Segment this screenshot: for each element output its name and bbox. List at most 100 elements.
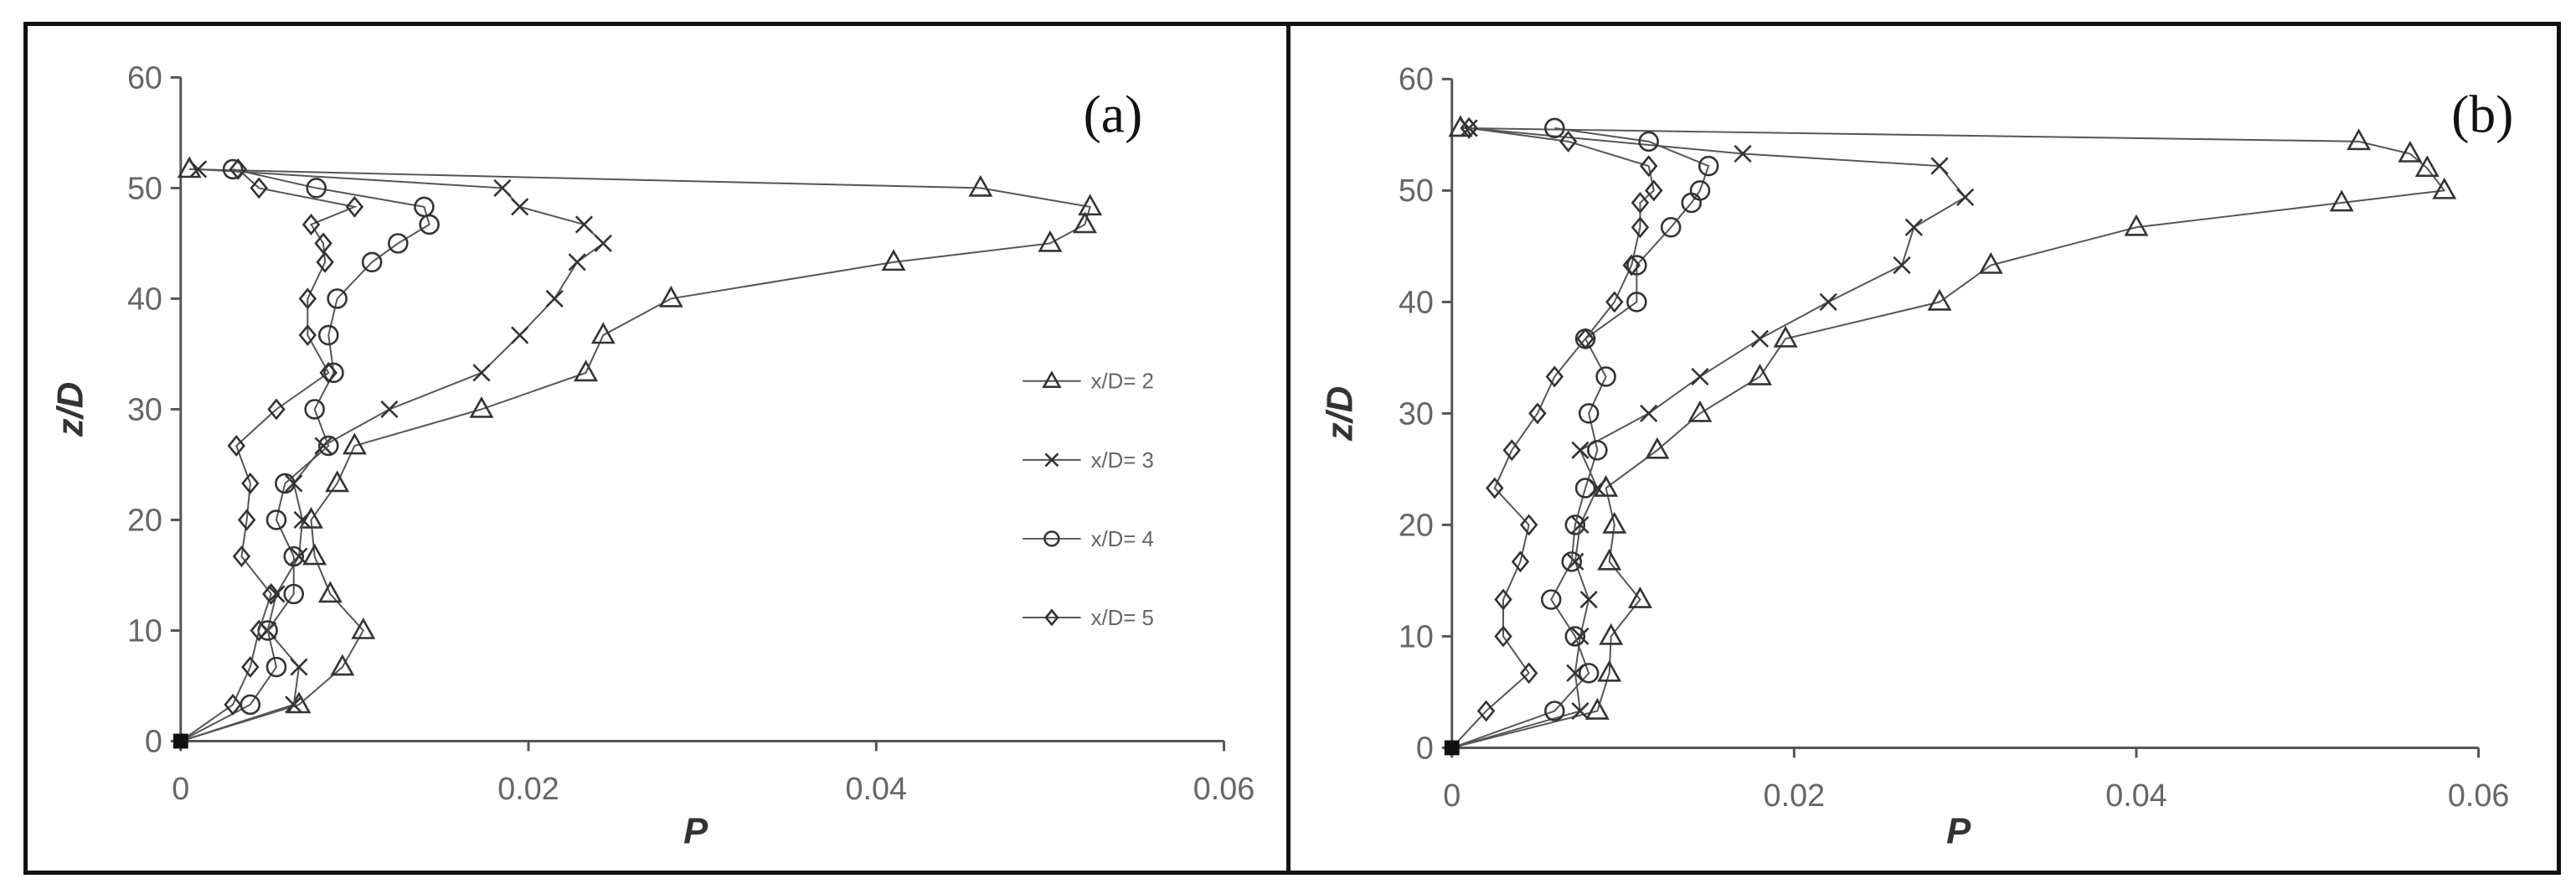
data-point — [224, 693, 242, 716]
series-line — [1451, 127, 1710, 749]
data-point — [1486, 477, 1504, 499]
data-point — [1511, 550, 1530, 573]
legend-item: x/D= 3 — [1023, 449, 1154, 473]
data-point — [1544, 700, 1565, 721]
data-point — [1638, 131, 1659, 152]
y-tick-label: 10 — [1399, 618, 1434, 654]
data-point — [1545, 365, 1564, 388]
data-point — [1476, 700, 1496, 722]
series-4 — [1450, 116, 1663, 749]
legend-item: x/D= 4 — [1023, 528, 1154, 551]
legend-marker — [1042, 370, 1062, 389]
data-point — [511, 198, 529, 216]
data-point — [1660, 217, 1682, 238]
data-point — [237, 509, 256, 531]
data-point — [1595, 366, 1616, 387]
data-point — [574, 359, 599, 382]
data-point — [304, 399, 325, 420]
data-point — [267, 585, 286, 603]
legend-marker — [1044, 452, 1059, 468]
data-point — [241, 472, 260, 494]
y-axis-title: z/D — [51, 382, 91, 437]
data-point — [1597, 659, 1622, 682]
data-point — [290, 658, 308, 676]
data-point — [306, 178, 327, 199]
data-point — [1748, 364, 1772, 385]
x-tick-label: 0.06 — [1193, 771, 1255, 806]
data-point — [1584, 698, 1610, 720]
legend-item: x/D= 5 — [1023, 607, 1154, 630]
data-point — [323, 362, 344, 384]
data-point — [265, 509, 287, 530]
legend-label: x/D= 5 — [1091, 607, 1154, 630]
data-point — [1502, 439, 1521, 462]
series-2 — [180, 160, 612, 742]
data-point — [318, 435, 339, 457]
data-point — [1691, 367, 1709, 386]
data-point — [227, 435, 245, 457]
data-point — [275, 473, 296, 494]
data-point — [881, 249, 906, 271]
data-point — [342, 432, 367, 455]
data-point — [1561, 551, 1583, 572]
data-point — [1602, 511, 1627, 534]
data-point — [1628, 587, 1652, 608]
y-tick-label: 20 — [127, 502, 162, 537]
y-tick-label: 40 — [127, 281, 162, 316]
data-point — [316, 251, 334, 273]
legend-item: x/D= 2 — [1023, 370, 1154, 394]
y-tick-label: 30 — [127, 391, 162, 426]
data-point — [283, 545, 305, 567]
data-point — [1571, 627, 1589, 646]
legend-marker — [1044, 608, 1059, 627]
data-point — [1622, 254, 1641, 277]
data-point — [1578, 663, 1600, 684]
data-point — [1460, 116, 1478, 139]
data-point — [298, 324, 317, 346]
data-point — [241, 656, 260, 679]
data-point — [1819, 292, 1837, 311]
x-tick-label: 0 — [1443, 778, 1461, 813]
data-point — [380, 400, 399, 419]
data-point — [658, 285, 683, 308]
data-point — [319, 361, 337, 384]
data-point — [1038, 230, 1063, 252]
data-point — [330, 654, 355, 676]
data-point — [265, 656, 287, 678]
data-point — [1571, 701, 1589, 721]
data-point — [414, 196, 435, 218]
data-point — [2398, 140, 2423, 163]
data-point — [1698, 155, 1719, 177]
legend-label: x/D= 2 — [1091, 370, 1154, 394]
data-point — [299, 506, 323, 529]
series-4 — [180, 158, 364, 742]
data-point — [345, 195, 364, 218]
series-line — [180, 168, 605, 742]
data-point — [327, 288, 348, 309]
series-2 — [1451, 119, 1975, 749]
panel-label: (a) — [1084, 85, 1143, 144]
data-point — [1579, 590, 1598, 609]
data-point — [1734, 144, 1752, 163]
y-tick-label: 60 — [1399, 61, 1434, 96]
data-point — [351, 617, 376, 639]
y-tick-label: 60 — [127, 59, 162, 95]
legend-label: x/D= 4 — [1091, 528, 1154, 551]
y-axis-title: z/D — [1320, 386, 1360, 442]
data-point — [314, 437, 332, 455]
data-point — [2414, 155, 2439, 178]
data-point — [318, 324, 339, 346]
data-point — [1078, 194, 1103, 216]
data-point — [177, 156, 202, 178]
origin-marker — [173, 733, 188, 749]
series-line — [180, 168, 1091, 742]
data-point — [1750, 329, 1770, 348]
data-point — [2124, 214, 2149, 236]
origin-marker — [1444, 740, 1460, 756]
data-point — [1631, 216, 1650, 239]
data-point — [1631, 192, 1650, 214]
data-point — [1519, 514, 1538, 536]
y-tick-label: 50 — [127, 170, 162, 205]
data-point — [1599, 623, 1624, 645]
y-tick-label: 40 — [1399, 284, 1434, 319]
